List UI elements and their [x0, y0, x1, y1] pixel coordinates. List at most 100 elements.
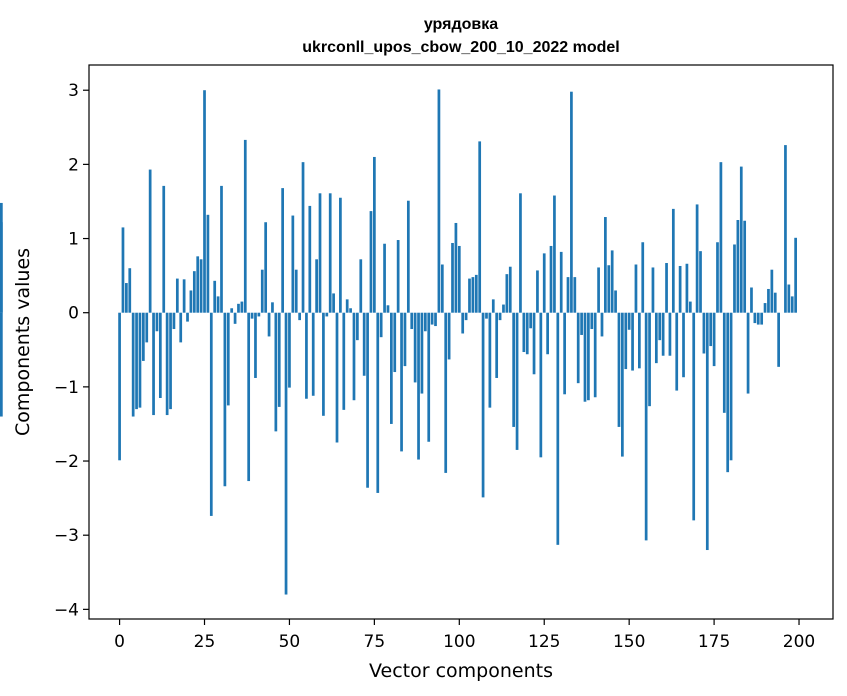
bar-57 [311, 312, 315, 396]
bar-180 [729, 312, 733, 461]
bar-94 [437, 89, 441, 313]
bar-136 [580, 312, 583, 335]
bar-146 [614, 290, 617, 313]
bar-79 [386, 305, 390, 313]
bar-159 [658, 312, 662, 341]
bar-148 [621, 312, 624, 457]
bar-3 [128, 268, 132, 313]
bar-29 [216, 296, 220, 313]
y-tick-label: −2 [54, 452, 79, 472]
bar-39 [250, 312, 254, 319]
bar-24 [199, 259, 203, 313]
bar-15 [169, 312, 172, 410]
bar-47 [277, 312, 281, 407]
bar-176 [716, 242, 719, 313]
x-tick-label: 150 [613, 632, 645, 652]
bar-107 [481, 312, 485, 498]
bar-145 [610, 250, 614, 313]
bar-113 [502, 304, 505, 313]
bar-95 [440, 264, 444, 313]
bar-161 [665, 263, 668, 313]
bar-50 [288, 312, 291, 388]
bar-194 [777, 312, 780, 367]
bar-38 [247, 312, 251, 482]
bar-153 [638, 312, 641, 369]
bar-85 [406, 200, 410, 313]
x-tick-label: 50 [279, 632, 301, 652]
bar-11 [155, 312, 159, 332]
bar-160 [661, 312, 665, 356]
bars-group [0, 89, 797, 595]
x-tick-label: 200 [783, 632, 815, 652]
bar-12 [158, 312, 162, 398]
bar-61 [325, 312, 329, 317]
bar-66 [342, 312, 346, 410]
bar-51 [291, 215, 295, 313]
bar-157 [651, 267, 655, 313]
bar-182 [736, 220, 740, 313]
bar-119 [522, 312, 526, 353]
bar-58 [315, 259, 318, 313]
bar-37 [243, 139, 247, 313]
x-tick-label: 0 [114, 632, 125, 652]
bar-27 [209, 312, 213, 516]
bar-86 [410, 312, 414, 330]
bar-122 [532, 312, 536, 375]
x-tick-label: 75 [364, 632, 386, 652]
bar-141 [597, 267, 600, 313]
bar-118 [519, 193, 522, 313]
y-tick-label: 3 [68, 81, 79, 101]
bar-158 [654, 312, 658, 364]
bar-164 [675, 312, 679, 391]
bar-52 [294, 269, 298, 313]
bar-184 [743, 220, 747, 313]
bar-127 [549, 245, 553, 313]
bar-45 [271, 302, 274, 313]
bar-undefined [0, 312, 3, 417]
bar-69 [352, 312, 356, 401]
bar-81 [393, 312, 397, 373]
bar-43 [264, 222, 268, 313]
bar-187 [753, 312, 757, 324]
bar-undefined [0, 222, 3, 313]
bar-70 [356, 312, 359, 341]
bar-74 [369, 211, 373, 313]
bar-172 [702, 312, 706, 354]
bar-63 [332, 293, 335, 313]
bar-129 [556, 312, 560, 545]
bar-35 [237, 303, 240, 313]
bar-177 [719, 162, 723, 313]
bar-48 [281, 188, 284, 313]
bar-9 [148, 169, 152, 313]
bar-189 [760, 312, 764, 325]
bar-105 [474, 274, 478, 313]
bar-26 [206, 214, 210, 313]
bar-117 [515, 312, 519, 450]
bar-114 [505, 274, 509, 313]
bar-28 [213, 280, 217, 313]
bar-144 [607, 265, 611, 313]
plot-area-frame [88, 64, 834, 620]
bar-56 [308, 205, 312, 313]
x-tick-label: 125 [528, 632, 560, 652]
bar-126 [546, 312, 549, 355]
y-axis-ticks: −4 −3 −2 −1 0 1 2 3 [54, 81, 89, 620]
bar-76 [376, 312, 380, 493]
bar-193 [773, 292, 777, 313]
bar-139 [590, 312, 594, 330]
bar-6 [138, 312, 142, 408]
bar-109 [488, 312, 492, 408]
bar-62 [328, 193, 332, 313]
bar-91 [427, 312, 431, 442]
bar-198 [790, 296, 794, 313]
bar-49 [284, 312, 288, 595]
bar-77 [379, 312, 383, 338]
bar-36 [240, 301, 244, 313]
y-tick-label: 1 [68, 230, 79, 250]
bar-137 [583, 312, 587, 402]
bar-18 [179, 312, 183, 343]
bar-191 [767, 288, 770, 313]
bar-1 [121, 227, 125, 313]
bar-64 [335, 312, 339, 443]
